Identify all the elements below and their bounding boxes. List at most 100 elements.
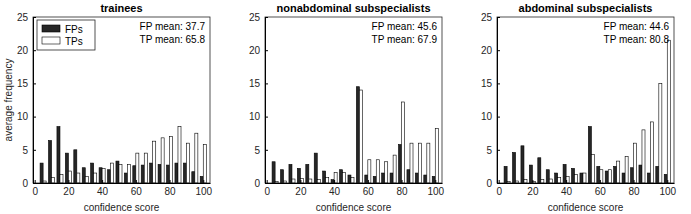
bar xyxy=(292,179,295,183)
tick-label: 80 xyxy=(396,186,408,197)
bar xyxy=(555,173,558,183)
bar xyxy=(94,173,97,183)
legend-label: FPs xyxy=(65,24,83,35)
bar xyxy=(133,166,136,183)
bar xyxy=(373,176,376,183)
bar xyxy=(85,176,88,183)
bar xyxy=(407,170,410,183)
legend: FPsTPs xyxy=(37,20,95,50)
y-axis: 0510152025 xyxy=(17,12,36,189)
bar xyxy=(549,179,552,183)
bar xyxy=(183,163,186,183)
bar xyxy=(359,90,362,183)
tick-label: 25 xyxy=(481,12,493,23)
annotation: TP mean: 67.9 xyxy=(372,34,438,45)
bar xyxy=(91,163,94,183)
x-axis-title: confidence score xyxy=(316,202,392,213)
tick-mark xyxy=(203,180,204,183)
bar xyxy=(605,171,608,183)
tick: 20 xyxy=(249,45,268,56)
tick-label: 0 xyxy=(496,186,502,197)
tick: 10 xyxy=(481,111,500,122)
bar xyxy=(591,154,594,183)
axis-line xyxy=(498,183,675,184)
tick-mark xyxy=(265,83,268,84)
tick: 20 xyxy=(295,180,307,197)
bar xyxy=(608,170,611,183)
tick: 5 xyxy=(486,145,500,156)
panel: 0204060801000510152025traineesconfidence… xyxy=(3,2,213,213)
tick: 25 xyxy=(17,12,36,23)
bar xyxy=(597,166,600,183)
series xyxy=(507,40,670,183)
bar xyxy=(656,166,659,183)
tick-mark xyxy=(497,150,500,151)
bar xyxy=(49,141,52,183)
bar xyxy=(541,180,544,183)
bar xyxy=(622,173,625,183)
tick-mark xyxy=(265,17,268,18)
legend-box xyxy=(37,20,95,50)
axis-line xyxy=(265,18,266,184)
bar xyxy=(575,174,578,183)
tick: 20 xyxy=(17,45,36,56)
tick: 100 xyxy=(659,180,676,197)
x-axis: 020406080100 xyxy=(496,180,676,197)
series xyxy=(275,90,438,183)
bar xyxy=(631,168,634,183)
x-axis: 020406080100 xyxy=(32,180,212,197)
bar xyxy=(402,102,405,183)
tick: 10 xyxy=(249,111,268,122)
tick: 15 xyxy=(481,78,500,89)
annotation: TP mean: 65.8 xyxy=(140,34,206,45)
tick-label: 40 xyxy=(329,186,341,197)
bar xyxy=(614,166,617,183)
tick-mark xyxy=(265,50,268,51)
tick-label: 40 xyxy=(97,186,109,197)
tick-label: 20 xyxy=(481,45,493,56)
tick-mark xyxy=(265,150,268,151)
bar xyxy=(167,165,170,183)
tick: 0 xyxy=(254,178,268,189)
bar xyxy=(580,173,583,183)
tick-label: 60 xyxy=(131,186,143,197)
tick: 60 xyxy=(595,180,607,197)
bar xyxy=(77,173,80,183)
bar xyxy=(664,174,667,183)
tick-label: 15 xyxy=(249,78,261,89)
bar xyxy=(424,175,427,183)
plot-frame xyxy=(33,17,210,183)
bar xyxy=(150,163,153,183)
tick: 15 xyxy=(17,78,36,89)
bar xyxy=(192,172,195,183)
tick: 20 xyxy=(527,180,539,197)
tick-label: 0 xyxy=(264,186,270,197)
tick-mark xyxy=(667,180,668,183)
bar xyxy=(390,173,393,183)
tick-mark xyxy=(300,180,301,183)
tick-mark xyxy=(402,180,403,183)
bar xyxy=(136,153,139,183)
tick-mark xyxy=(33,50,36,51)
tick-label: 5 xyxy=(22,145,28,156)
axis-line xyxy=(266,183,443,184)
tick: 25 xyxy=(249,12,268,23)
bar xyxy=(141,165,144,183)
bar xyxy=(52,178,55,183)
bar xyxy=(583,173,586,183)
bar xyxy=(158,164,161,183)
bar xyxy=(558,178,561,183)
bar xyxy=(659,83,662,183)
tick-label: 100 xyxy=(659,186,676,197)
tick-mark xyxy=(265,183,268,184)
tick-mark xyxy=(170,180,171,183)
bar xyxy=(99,168,102,183)
tick: 20 xyxy=(481,45,500,56)
tick-mark xyxy=(497,17,500,18)
tick-label: 10 xyxy=(249,111,261,122)
bar xyxy=(74,150,77,183)
tick: 80 xyxy=(164,180,176,197)
bar xyxy=(415,173,418,183)
tick-mark xyxy=(435,180,436,183)
tick-mark xyxy=(33,183,36,184)
